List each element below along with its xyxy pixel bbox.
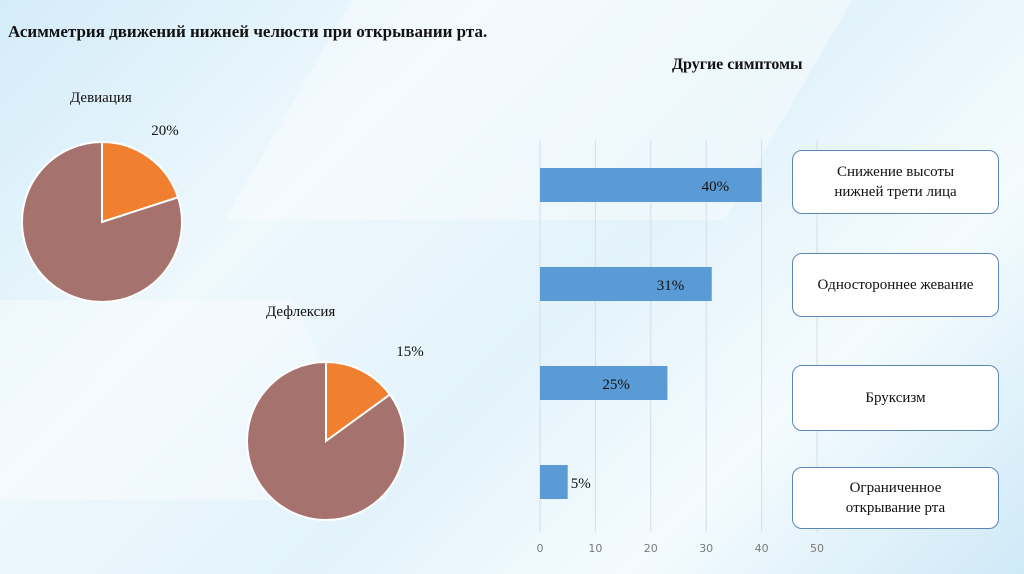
pie-deviation-title: Девиация (70, 90, 132, 106)
bar-chart-title: Другие симптомы (672, 56, 803, 73)
bar-0 (540, 168, 762, 202)
category-box-bruxism: Бруксизм (792, 365, 999, 431)
bar-2 (540, 366, 668, 400)
x-tick-label: 50 (810, 542, 824, 555)
pie-deflexion-slice-1 (246, 360, 406, 521)
category-box-height-reduction: Снижение высоты нижней трети лица (792, 150, 999, 214)
category-box-unilateral-chewing: Одностороннее жевание (792, 253, 999, 317)
bar-1 (540, 267, 712, 301)
pie-deflexion-slice-0 (325, 360, 392, 443)
pie-deflexion-label: 15% (396, 344, 424, 360)
pie-deviation-slice-0 (101, 140, 180, 224)
pie-deviation-slice-1 (21, 140, 183, 303)
x-tick-label: 40 (755, 542, 769, 555)
bar-0-data-label: 40% (702, 179, 730, 195)
bar-1-data-label: 31% (657, 278, 685, 294)
x-tick-label: 10 (588, 542, 602, 555)
slide-title: Асимметрия движений нижней челюсти при о… (8, 22, 488, 41)
x-tick-label: 0 (537, 542, 544, 555)
category-box-limited-opening: Ограниченное открывание рта (792, 467, 999, 529)
bar-3 (540, 465, 568, 499)
x-tick-label: 20 (644, 542, 658, 555)
bar-3-data-label: 5% (571, 476, 591, 492)
pie-deflexion-title: Дефлексия (266, 304, 335, 320)
x-tick-label: 30 (699, 542, 713, 555)
bar-2-data-label: 25% (602, 377, 630, 393)
pie-deviation-label: 20% (151, 123, 179, 139)
